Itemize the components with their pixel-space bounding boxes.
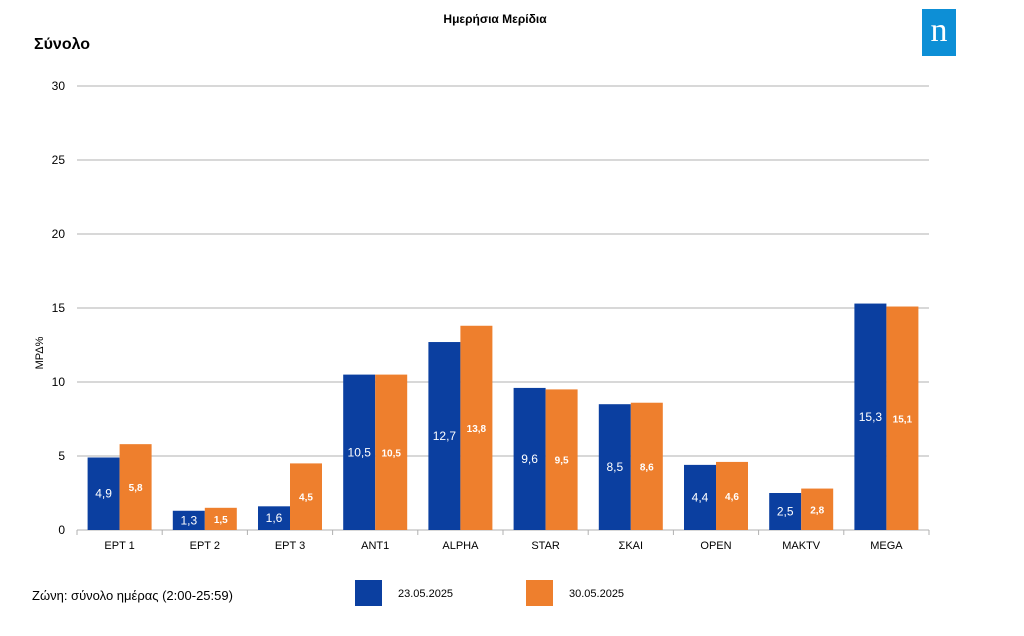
legend-swatch-series-2 — [526, 580, 553, 606]
bar-chart: 0 5 10 15 20 25 30 ΜΡΔ% 4,9 5,8 EPT 1 1,3 1,5 EPT 2 1,… — [34, 79, 930, 552]
bar-series-1 — [513, 387, 546, 530]
x-tick-label: MAKTV — [782, 540, 821, 552]
x-tick-label: STAR — [531, 540, 560, 552]
x-tick-label: EPT 2 — [190, 540, 220, 552]
y-tick-label: 10 — [52, 375, 66, 389]
bar-series-1 — [87, 457, 120, 530]
x-tick-label: MEGA — [870, 540, 903, 552]
y-tick-label: 20 — [52, 227, 66, 241]
data-label-series-1: 1,6 — [266, 511, 283, 525]
zone-note: Ζώνη: σύνολο ημέρας (2:00-25:59) — [32, 588, 233, 603]
bar-series-1 — [854, 303, 887, 530]
bar-series-1 — [598, 404, 631, 530]
bar-series-1 — [428, 342, 461, 530]
x-tick-label: ANT1 — [361, 540, 389, 552]
data-label-series-2: 5,8 — [129, 483, 143, 494]
data-label-series-2: 1,5 — [214, 515, 228, 526]
data-label-series-2: 2,8 — [810, 505, 824, 516]
bar-series-2 — [801, 488, 834, 530]
bar-series-2 — [375, 374, 408, 530]
y-tick-label: 30 — [52, 79, 66, 93]
legend-swatch-series-1 — [355, 580, 382, 606]
chart-subtitle: Σύνολο — [34, 36, 91, 53]
data-label-series-2: 10,5 — [381, 448, 401, 459]
bar-series-2 — [716, 461, 748, 530]
y-tick-label: 15 — [52, 301, 66, 315]
data-label-series-2: 13,8 — [467, 424, 487, 435]
bar-series-1 — [258, 506, 290, 530]
data-label-series-2: 8,6 — [640, 462, 654, 473]
bar-series-2 — [886, 306, 919, 530]
data-label-series-1: 2,5 — [777, 505, 794, 519]
data-label-series-2: 9,5 — [555, 456, 569, 467]
data-label-series-1: 4,4 — [692, 490, 709, 504]
bar-series-2 — [545, 389, 578, 530]
y-axis-label: ΜΡΔ% — [34, 336, 46, 369]
x-tick-label: EPT 1 — [104, 540, 134, 552]
x-tick-label: OPEN — [700, 540, 731, 552]
bar-series-2 — [460, 325, 493, 530]
legend-label-series-1: 23.05.2025 — [398, 588, 454, 600]
data-label-series-2: 4,6 — [725, 492, 739, 503]
data-label-series-2: 15,1 — [893, 414, 913, 425]
data-label-series-1: 12,7 — [433, 429, 457, 443]
legend-label-series-2: 30.05.2025 — [569, 588, 625, 600]
bar-series-1 — [769, 493, 802, 530]
bar-series-1 — [343, 374, 376, 530]
x-tick-label: EPT 3 — [275, 540, 305, 552]
data-label-series-1: 9,6 — [521, 452, 538, 466]
data-label-series-1: 4,9 — [95, 487, 112, 501]
data-label-series-1: 10,5 — [348, 445, 372, 459]
bar-series-2 — [204, 507, 237, 530]
bar-series-2 — [119, 444, 152, 530]
bar-series-1 — [172, 510, 205, 530]
chart-title: Ημερήσια Μερίδια — [443, 12, 547, 26]
nielsen-logo: n — [922, 9, 956, 56]
bar-series-2 — [290, 463, 322, 530]
y-tick-label: 5 — [58, 449, 65, 463]
x-tick-label: ALPHA — [442, 540, 479, 552]
x-tick-label: ΣΚΑΙ — [619, 540, 644, 552]
bar-series-1 — [684, 464, 716, 530]
data-label-series-1: 8,5 — [606, 460, 623, 474]
data-label-series-1: 1,3 — [180, 513, 197, 527]
bar-series-2 — [630, 402, 663, 530]
y-tick-label: 25 — [52, 153, 66, 167]
data-label-series-1: 15,3 — [859, 410, 883, 424]
data-label-series-2: 4,5 — [299, 493, 313, 504]
y-tick-label: 0 — [58, 523, 65, 537]
